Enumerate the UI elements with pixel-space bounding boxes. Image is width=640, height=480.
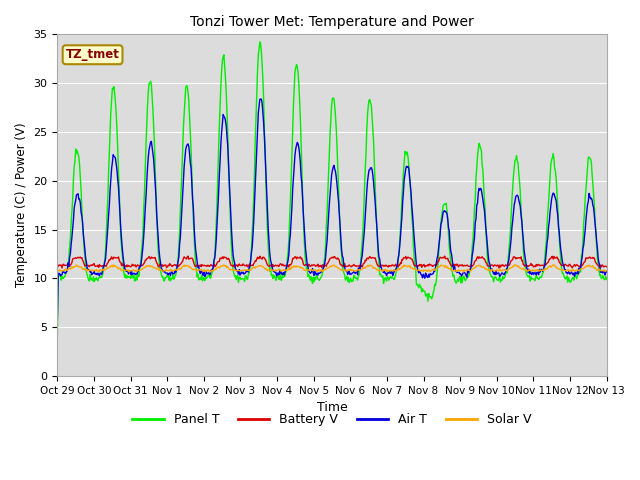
Solar V: [603, 268, 611, 274]
Y-axis label: Temperature (C) / Power (V): Temperature (C) / Power (V): [15, 123, 28, 288]
Battery V: [399, 255, 407, 261]
Solar V: [176, 266, 184, 272]
Battery V: [603, 264, 611, 270]
Air T: [399, 189, 407, 195]
Text: TZ_tmet: TZ_tmet: [66, 48, 120, 61]
Air T: [205, 270, 212, 276]
Solar V: [399, 264, 406, 270]
Panel T: [256, 39, 264, 45]
Air T: [415, 268, 423, 274]
Battery V: [205, 264, 213, 269]
Battery V: [495, 265, 503, 271]
Panel T: [399, 169, 407, 175]
Panel T: [205, 271, 212, 277]
Panel T: [120, 270, 128, 276]
Battery V: [176, 262, 184, 268]
Panel T: [176, 229, 184, 235]
Solar V: [54, 268, 61, 274]
Solar V: [205, 267, 212, 273]
Air T: [603, 269, 611, 275]
Air T: [54, 315, 61, 321]
Panel T: [415, 281, 423, 287]
Air T: [63, 268, 71, 274]
Line: Solar V: Solar V: [58, 264, 607, 272]
Solar V: [63, 267, 71, 273]
Solar V: [415, 267, 422, 273]
Battery V: [63, 262, 71, 268]
Battery V: [120, 262, 128, 267]
Battery V: [415, 262, 423, 267]
Solar V: [460, 269, 468, 275]
Solar V: [511, 262, 519, 267]
Battery V: [54, 263, 61, 268]
Air T: [176, 241, 184, 247]
Legend: Panel T, Battery V, Air T, Solar V: Panel T, Battery V, Air T, Solar V: [127, 408, 536, 431]
X-axis label: Time: Time: [317, 401, 348, 414]
Air T: [120, 260, 128, 265]
Panel T: [54, 331, 61, 336]
Panel T: [63, 267, 71, 273]
Solar V: [120, 267, 128, 273]
Line: Air T: Air T: [58, 99, 607, 318]
Line: Battery V: Battery V: [58, 256, 607, 268]
Battery V: [184, 253, 192, 259]
Line: Panel T: Panel T: [58, 42, 607, 334]
Panel T: [603, 276, 611, 282]
Air T: [257, 96, 264, 102]
Title: Tonzi Tower Met: Temperature and Power: Tonzi Tower Met: Temperature and Power: [190, 15, 474, 29]
